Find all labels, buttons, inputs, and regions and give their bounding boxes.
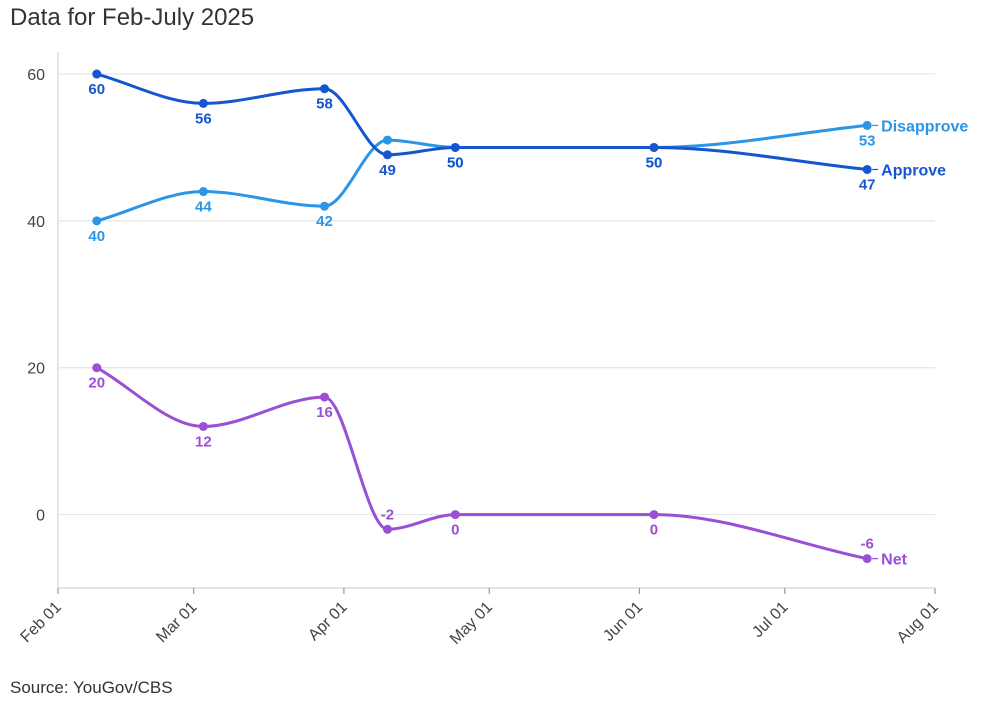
data-points [92,69,872,564]
data-point-disapprove [862,120,872,130]
data-point-approve [92,69,102,79]
y-tick-label: 0 [36,508,45,525]
data-label-approve: 58 [316,96,333,113]
data-label-approve: 49 [379,162,396,179]
series-lines [95,72,869,561]
data-point-net [92,363,102,373]
data-label-net: 12 [195,433,212,450]
x-tick-label: Jul 01 [749,599,791,641]
x-tick-label: Feb 01 [18,599,65,646]
data-label-approve: 47 [859,176,876,193]
data-point-net [319,392,329,402]
series-label-approve: Approve [881,162,946,179]
data-point-net [649,510,659,520]
series-line-net [95,366,869,561]
series-line-approve [95,72,869,171]
data-point-approve [450,142,460,152]
data-point-approve [319,84,329,94]
data-point-disapprove [92,216,102,226]
data-label-disapprove: 50 [646,154,663,171]
data-label-disapprove: 40 [88,228,105,245]
data-point-disapprove [319,201,329,211]
x-tick-label: Jun 01 [600,599,646,645]
data-label-net: -2 [381,506,394,523]
data-label-approve: 56 [195,110,212,127]
data-point-approve [649,142,659,152]
data-label-net: 0 [650,522,658,539]
data-label-approve: 50 [646,154,663,171]
data-point-disapprove [198,187,208,197]
data-label-net: 16 [316,404,333,421]
y-axis-ticks: 0 20 40 60 [27,67,45,525]
source-note: Source: YouGov/CBS [10,678,173,697]
data-label-approve: 50 [447,154,464,171]
series-label-disapprove: Disapprove [881,118,968,135]
data-point-net [198,421,208,431]
x-tick-label: May 01 [447,599,496,648]
series-line-disapprove [95,123,869,223]
chart-title: Data for Feb-July 2025 [10,4,255,31]
data-label-approve: 60 [88,81,105,98]
data-point-net [450,510,460,520]
data-label-disapprove: 50 [447,154,464,171]
series-label-net: Net [881,552,907,569]
data-label-net: -6 [860,536,873,553]
data-point-net [862,554,872,564]
y-tick-label: 40 [27,214,45,231]
data-point-approve [382,150,392,160]
y-tick-label: 20 [27,361,45,378]
data-label-net: 20 [88,375,105,392]
grid-lines [58,73,935,516]
x-tick-label: Apr 01 [305,599,350,644]
data-point-approve [862,164,872,174]
x-tick-label: Mar 01 [153,599,200,646]
data-label-net: 0 [451,522,459,539]
y-tick-label: 60 [27,67,45,84]
data-label-disapprove: 42 [316,213,333,230]
series-labels: Disapprove Approve Net [872,118,968,569]
x-tick-label: Aug 01 [894,599,942,647]
data-label-disapprove: 53 [859,132,876,149]
x-axis: Feb 01 Mar 01 Apr 01 May 01 Jun 01 Jul 01 Aug … [18,52,942,648]
data-label-disapprove: 44 [195,199,212,216]
data-point-approve [198,98,208,108]
data-point-disapprove [382,135,392,145]
data-point-net [382,524,392,534]
